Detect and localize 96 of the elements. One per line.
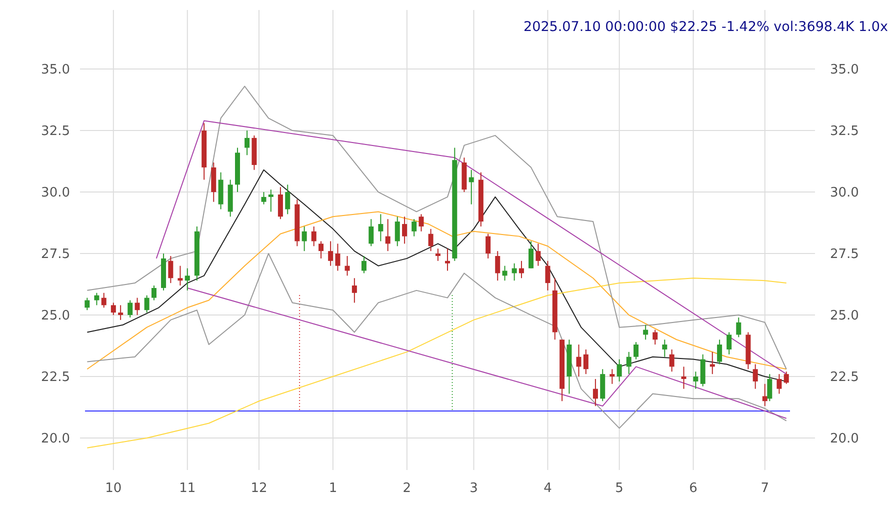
line-series <box>86 211 787 370</box>
y-tick-label: 27.5 <box>41 247 70 262</box>
x-tick-label: 4 <box>544 481 552 496</box>
candlestick <box>583 348 588 375</box>
x-tick-label: 6 <box>689 481 698 496</box>
line-series <box>186 287 787 419</box>
candlestick <box>669 348 674 372</box>
candlestick <box>512 262 517 282</box>
y-tick-label: 25.0 <box>41 308 70 324</box>
candlestick <box>318 240 324 259</box>
y-tick-label: 32.5 <box>41 124 70 140</box>
candlestick <box>178 265 183 286</box>
candlestick <box>762 383 768 407</box>
x-tick-label: 11 <box>179 481 196 496</box>
candlestick <box>486 233 491 259</box>
y2-tick-label: 32.5 <box>830 124 859 140</box>
line-series <box>86 253 787 429</box>
candlestick <box>610 368 615 384</box>
candlestick <box>536 243 541 266</box>
text: 2025.07.10 00:00:00 $22.25 -1.42% vol:3698.4K 1.0x <box>524 19 888 35</box>
candlestick <box>592 378 598 407</box>
line-series <box>86 86 787 370</box>
candlestick <box>717 339 722 365</box>
candlestick <box>736 316 742 338</box>
candlestick <box>128 300 133 318</box>
candlestick <box>311 226 316 247</box>
candlestick <box>428 228 434 252</box>
y-tick-label: 22.5 <box>41 370 70 386</box>
candlestick <box>144 294 150 314</box>
x-tick-label: 2 <box>402 481 412 496</box>
candlestick <box>118 304 124 320</box>
candlestick <box>435 248 440 262</box>
candlestick <box>134 297 140 316</box>
candlestick <box>368 218 374 247</box>
candlestick <box>94 292 100 306</box>
candlestick <box>726 332 732 355</box>
candlestick <box>776 374 782 394</box>
candlestick <box>344 255 350 276</box>
y-tick-label: 35.0 <box>41 62 70 78</box>
candlestick <box>502 265 508 282</box>
candlestick <box>244 130 250 156</box>
y2-tick-label: 35.0 <box>830 62 859 78</box>
candlestick <box>626 351 632 375</box>
candlestick <box>445 248 450 272</box>
candlestick <box>328 240 334 266</box>
y-tick-label: 30.0 <box>41 186 70 201</box>
candlestick <box>662 339 668 358</box>
x-tick-label: 10 <box>105 481 122 496</box>
candlestick <box>361 255 366 274</box>
candlestick <box>495 250 500 282</box>
x-tick-label: 3 <box>470 481 478 496</box>
candlestick <box>261 192 266 205</box>
candlestick <box>693 371 698 390</box>
candlestick <box>278 186 283 220</box>
candlestick <box>110 302 116 316</box>
y-tick-label: 20.0 <box>41 432 70 447</box>
y2-tick-label: 20.0 <box>830 432 859 447</box>
x-tick-label: 7 <box>760 481 770 496</box>
candlestick <box>528 240 534 269</box>
candlestick <box>101 292 106 308</box>
line-series <box>86 278 787 448</box>
candlestick <box>518 260 524 279</box>
y2-tick-label: 30.0 <box>830 186 859 201</box>
candlestick <box>643 324 648 340</box>
candlestick <box>545 260 550 291</box>
candlestick <box>394 216 400 247</box>
candlestick <box>710 351 715 375</box>
candlestick <box>652 329 658 346</box>
candlestick <box>681 366 686 390</box>
candlestick <box>335 243 340 272</box>
candlestick <box>302 226 307 252</box>
candlestick <box>151 285 156 301</box>
candlestick <box>84 297 90 311</box>
candlestick <box>767 374 772 402</box>
candlestick <box>268 189 274 212</box>
candlestick <box>184 268 190 291</box>
y2-tick-label: 25.0 <box>830 308 859 324</box>
candlestick <box>468 169 474 205</box>
y2-tick-label: 27.5 <box>830 247 859 262</box>
y2-tick-label: 22.5 <box>830 370 859 386</box>
candlestick <box>784 371 789 384</box>
candlestick <box>402 216 408 244</box>
x-tick-label: 1 <box>328 481 338 496</box>
candlestick <box>385 218 390 252</box>
candlestick <box>168 255 174 284</box>
candlestick <box>576 344 582 378</box>
x-tick-label: 12 <box>250 481 268 496</box>
candlestick <box>752 364 758 390</box>
candlestick <box>352 278 357 304</box>
x-tick-label: 5 <box>615 481 624 496</box>
candlestick <box>412 218 417 237</box>
candlestick <box>616 358 622 382</box>
candlestick <box>634 342 639 360</box>
candlestick <box>378 214 384 242</box>
candlestick <box>285 184 290 215</box>
candlestick <box>418 214 424 232</box>
